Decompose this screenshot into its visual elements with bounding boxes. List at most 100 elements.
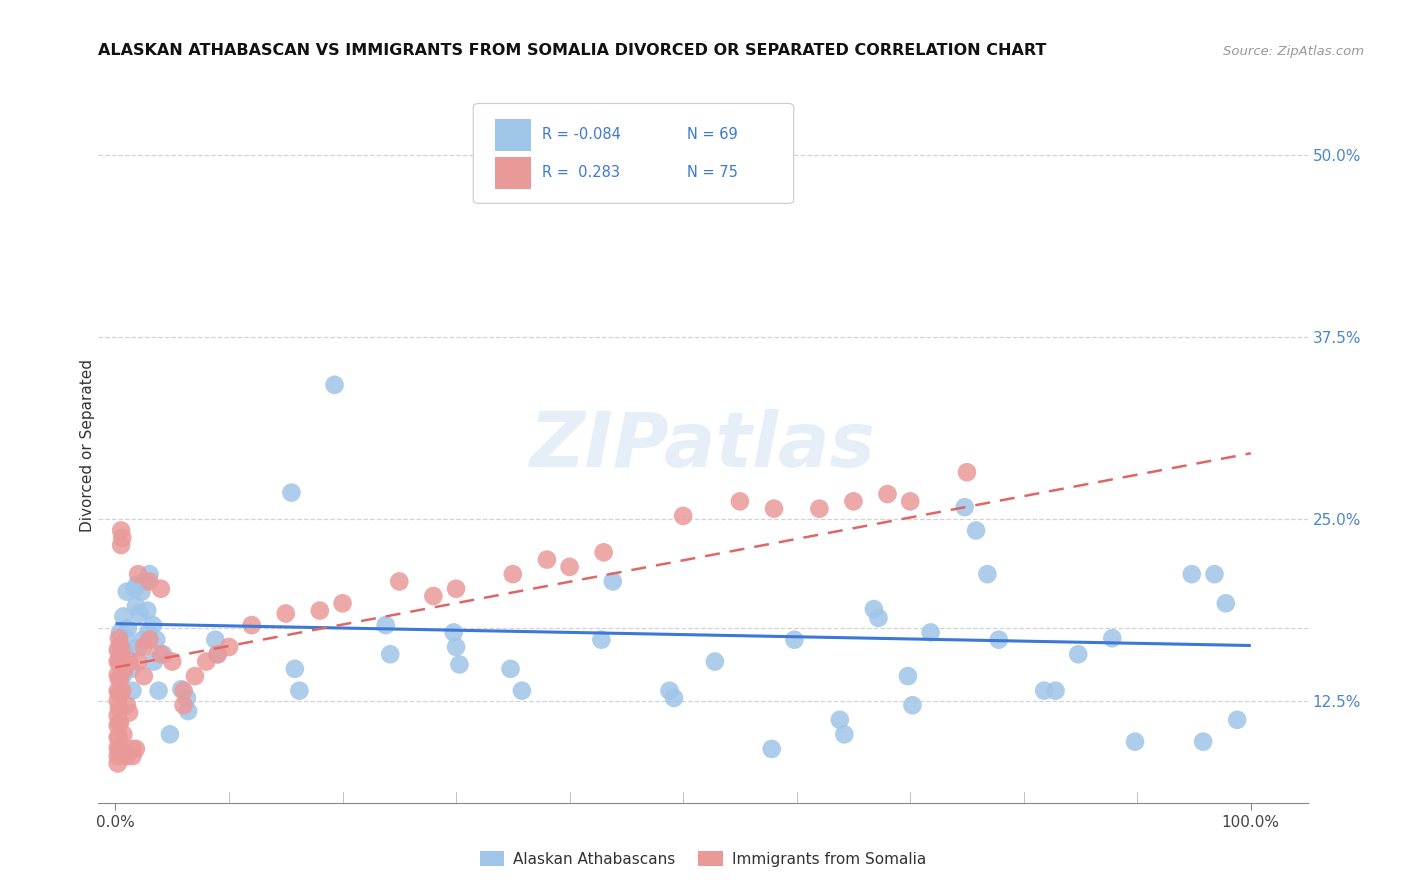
Point: [152, 647, 174, 661]
Point: [987, 632, 1010, 647]
Point: [108, 731, 131, 745]
Point: [131, 632, 153, 647]
Point: [107, 667, 129, 681]
Point: [132, 640, 155, 654]
Point: [160, 655, 183, 669]
Point: [388, 574, 411, 589]
Point: [1226, 713, 1249, 727]
Point: [1181, 567, 1204, 582]
Y-axis label: Divorced or Separated: Divorced or Separated: [80, 359, 94, 533]
Point: [108, 745, 131, 759]
Point: [115, 698, 138, 713]
Legend: Alaskan Athabascans, Immigrants from Somalia: Alaskan Athabascans, Immigrants from Som…: [479, 851, 927, 866]
Point: [118, 655, 141, 669]
Point: [1101, 632, 1123, 646]
Point: [108, 639, 131, 653]
Point: [110, 524, 132, 538]
Point: [956, 465, 979, 479]
Point: [108, 715, 131, 730]
Point: [118, 655, 141, 669]
Point: [110, 643, 132, 657]
Point: [783, 632, 806, 647]
Point: [728, 494, 751, 508]
Point: [107, 643, 129, 657]
Point: [115, 584, 138, 599]
Point: [1215, 596, 1237, 610]
Point: [108, 625, 131, 640]
Point: [107, 718, 129, 732]
Text: R =  0.283: R = 0.283: [543, 165, 620, 180]
Point: [108, 672, 131, 686]
Point: [308, 603, 330, 617]
Point: [108, 646, 131, 660]
Point: [761, 742, 783, 756]
Point: [662, 690, 685, 705]
Point: [107, 731, 129, 745]
Point: [138, 625, 160, 640]
Point: [703, 655, 725, 669]
Point: [118, 706, 141, 720]
Point: [108, 687, 131, 701]
Point: [207, 647, 229, 661]
Point: [602, 574, 624, 589]
Point: [280, 485, 302, 500]
Point: [218, 640, 240, 654]
Point: [1067, 647, 1090, 661]
Point: [110, 660, 132, 674]
Point: [173, 698, 195, 713]
Point: [658, 683, 681, 698]
Point: [108, 740, 131, 755]
Point: [142, 618, 165, 632]
Text: Source: ZipAtlas.com: Source: ZipAtlas.com: [1223, 45, 1364, 58]
Point: [121, 749, 143, 764]
Point: [536, 552, 558, 566]
Point: [380, 647, 402, 661]
Point: [965, 524, 987, 538]
Point: [591, 632, 613, 647]
FancyBboxPatch shape: [495, 120, 531, 152]
Point: [136, 603, 159, 617]
Point: [124, 582, 146, 596]
Point: [128, 607, 150, 621]
Point: [125, 742, 148, 756]
Point: [112, 609, 135, 624]
Point: [148, 683, 170, 698]
Point: [195, 655, 218, 669]
Point: [176, 690, 198, 705]
Point: [1045, 683, 1067, 698]
Point: [1192, 734, 1215, 748]
Point: [125, 577, 148, 591]
Point: [138, 632, 160, 647]
Point: [502, 567, 524, 582]
Point: [499, 662, 522, 676]
Point: [107, 655, 129, 669]
Point: [897, 669, 920, 683]
Point: [111, 531, 134, 545]
Point: [149, 582, 172, 596]
Point: [114, 662, 136, 676]
FancyBboxPatch shape: [474, 103, 793, 203]
Point: [138, 567, 160, 582]
Point: [284, 662, 307, 676]
Point: [240, 618, 263, 632]
Point: [953, 500, 976, 515]
Point: [143, 655, 166, 669]
Point: [121, 742, 143, 756]
Point: [115, 749, 138, 764]
Point: [127, 640, 149, 654]
Point: [863, 602, 886, 616]
Text: ZIPatlas: ZIPatlas: [530, 409, 876, 483]
Point: [111, 655, 134, 669]
Point: [901, 698, 924, 713]
Point: [374, 618, 396, 632]
Text: N = 69: N = 69: [688, 127, 738, 142]
Point: [332, 596, 354, 610]
Point: [107, 683, 129, 698]
Point: [323, 377, 346, 392]
Point: [108, 687, 131, 701]
Text: N = 75: N = 75: [688, 165, 738, 180]
Point: [868, 611, 890, 625]
Point: [121, 683, 143, 698]
Point: [207, 647, 229, 661]
Point: [127, 567, 149, 582]
